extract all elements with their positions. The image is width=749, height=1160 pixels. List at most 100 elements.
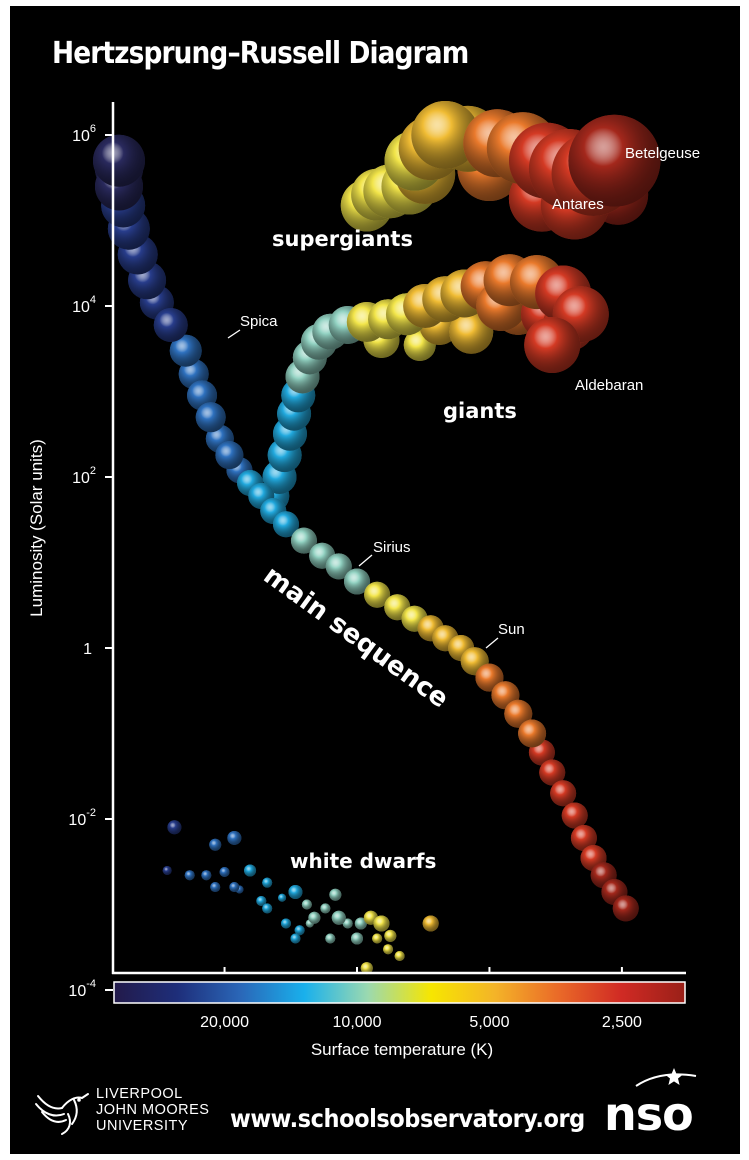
star-point-shade [320,903,331,914]
website-url: www.schoolsobservatory.org [230,1104,585,1133]
star-point-shade [272,511,299,538]
star-point-shade [169,334,202,367]
y-tick-label: 104 [72,294,96,316]
star-point-shade [344,568,370,595]
ljmu-logo: LIVERPOOL JOHN MOORES UNIVERSITY [32,1078,232,1148]
star-point-shade [280,918,291,929]
star-label-spica: Spica [240,313,278,330]
star-label-leader [358,554,373,567]
star-point-shade [373,915,390,932]
star-group-white-dwarfs [162,820,476,998]
nso-logo: nso [604,1068,697,1141]
star-point-shade [215,441,244,470]
star-point-shade [568,114,661,207]
star-point-shade [244,864,257,877]
x-tick-label: 10,000 [333,1014,382,1031]
star-point-shade [290,933,301,944]
group-label-supergiants: supergiants [272,227,413,251]
y-tick-label: 10-2 [68,807,96,829]
star-point-shade [550,780,577,807]
page-title: Hertzsprung–Russell Diagram [52,36,469,71]
star-point-shade [288,885,303,900]
star-point-shade [539,759,566,786]
y-tick-label: 1 [83,641,92,658]
y-tick-label: 106 [72,123,96,145]
star-point-shade [229,882,240,893]
star-point-shade [570,824,597,851]
star-point-shade [162,865,172,875]
star-point-shade [308,911,321,924]
star-point-shade [210,882,221,893]
hr-diagram-chart: 106 104 102 1 10-2 10-4 Luminosity (Solar unit… [27,101,700,1059]
star-point-shade [195,402,226,433]
x-tick-label: 2,500 [602,1014,642,1031]
star-point-shade [384,929,397,942]
star-point-shade [351,932,363,945]
diagram-frame: 106 104 102 1 10-2 10-4 Luminosity (Solar unit… [10,6,740,1154]
star-point-shade [331,910,346,925]
star-point-shade [93,134,145,187]
group-label-giants: giants [443,399,517,423]
star-point-shade [364,581,391,608]
star-label-leader [227,329,241,339]
star-point-shade [262,877,273,888]
star-label-betelgeuse: Betelgeuse [625,145,700,162]
star-label-sirius: Sirius [373,539,411,556]
star-point-shade [209,838,222,851]
group-label-white-dwarfs: white dwarfs [290,849,436,873]
star-point-shade [278,893,287,902]
star-icon [665,1068,683,1085]
star-point-shade [325,553,352,580]
star-point-shade [524,316,581,373]
x-tick-label: 20,000 [200,1014,249,1031]
star-field [93,101,661,998]
star-group-main-sequence [93,134,639,922]
star-point-shade [342,918,353,929]
star-point-shade [219,866,230,877]
chart-axes: 106 104 102 1 10-2 10-4 Luminosity (Solar unit… [27,102,686,1059]
star-group-supergiants [340,101,661,240]
star-point-shade [201,870,212,881]
star-point-shade [354,917,367,930]
ljmu-wordmark: LIVERPOOL JOHN MOORES UNIVERSITY [96,1086,209,1134]
star-point-shade [294,925,305,936]
star-point-shade [256,895,267,906]
star-point-shade [325,933,336,944]
star-point-shade [411,101,480,169]
nso-logo-text: nso [604,1087,693,1141]
star-point-shade [167,820,182,835]
ljmu-line: UNIVERSITY [96,1118,189,1134]
star-point-shade [153,307,188,342]
ljmu-crest-icon [35,1093,89,1135]
star-point-shade [561,802,588,829]
temperature-colorbar [113,981,686,1004]
y-tick-label: 10-4 [68,978,96,1000]
star-label-leader [485,637,499,649]
x-axis-label: Surface temperature (K) [311,1040,493,1059]
ljmu-line: JOHN MOORES [96,1102,210,1118]
nso-orbit-icon [635,1073,697,1087]
star-point-shade [612,895,639,922]
star-point-shade [504,699,533,728]
x-tick-label: 5,000 [469,1014,509,1031]
star-label-sun: Sun [498,621,525,638]
star-point-shade [372,933,383,944]
star-point-shade [422,915,439,932]
star-point-shade [394,950,405,961]
y-axis-label: Luminosity (Solar units) [27,439,46,617]
star-point-shade [227,830,242,845]
star-point-shade [518,719,547,748]
y-tick-label: 102 [72,465,96,487]
star-group-giants [257,254,609,512]
star-point-shade [383,944,394,955]
star-point-shade [262,903,273,914]
star-point-shade [301,899,312,910]
ljmu-line: LIVERPOOL [96,1086,183,1102]
star-point-shade [184,870,195,881]
star-point-shade [329,888,342,901]
star-point-shade [290,527,317,554]
star-label-antares: Antares [552,196,604,213]
star-point-shade [360,962,373,975]
star-label-aldebaran: Aldebaran [575,377,643,394]
